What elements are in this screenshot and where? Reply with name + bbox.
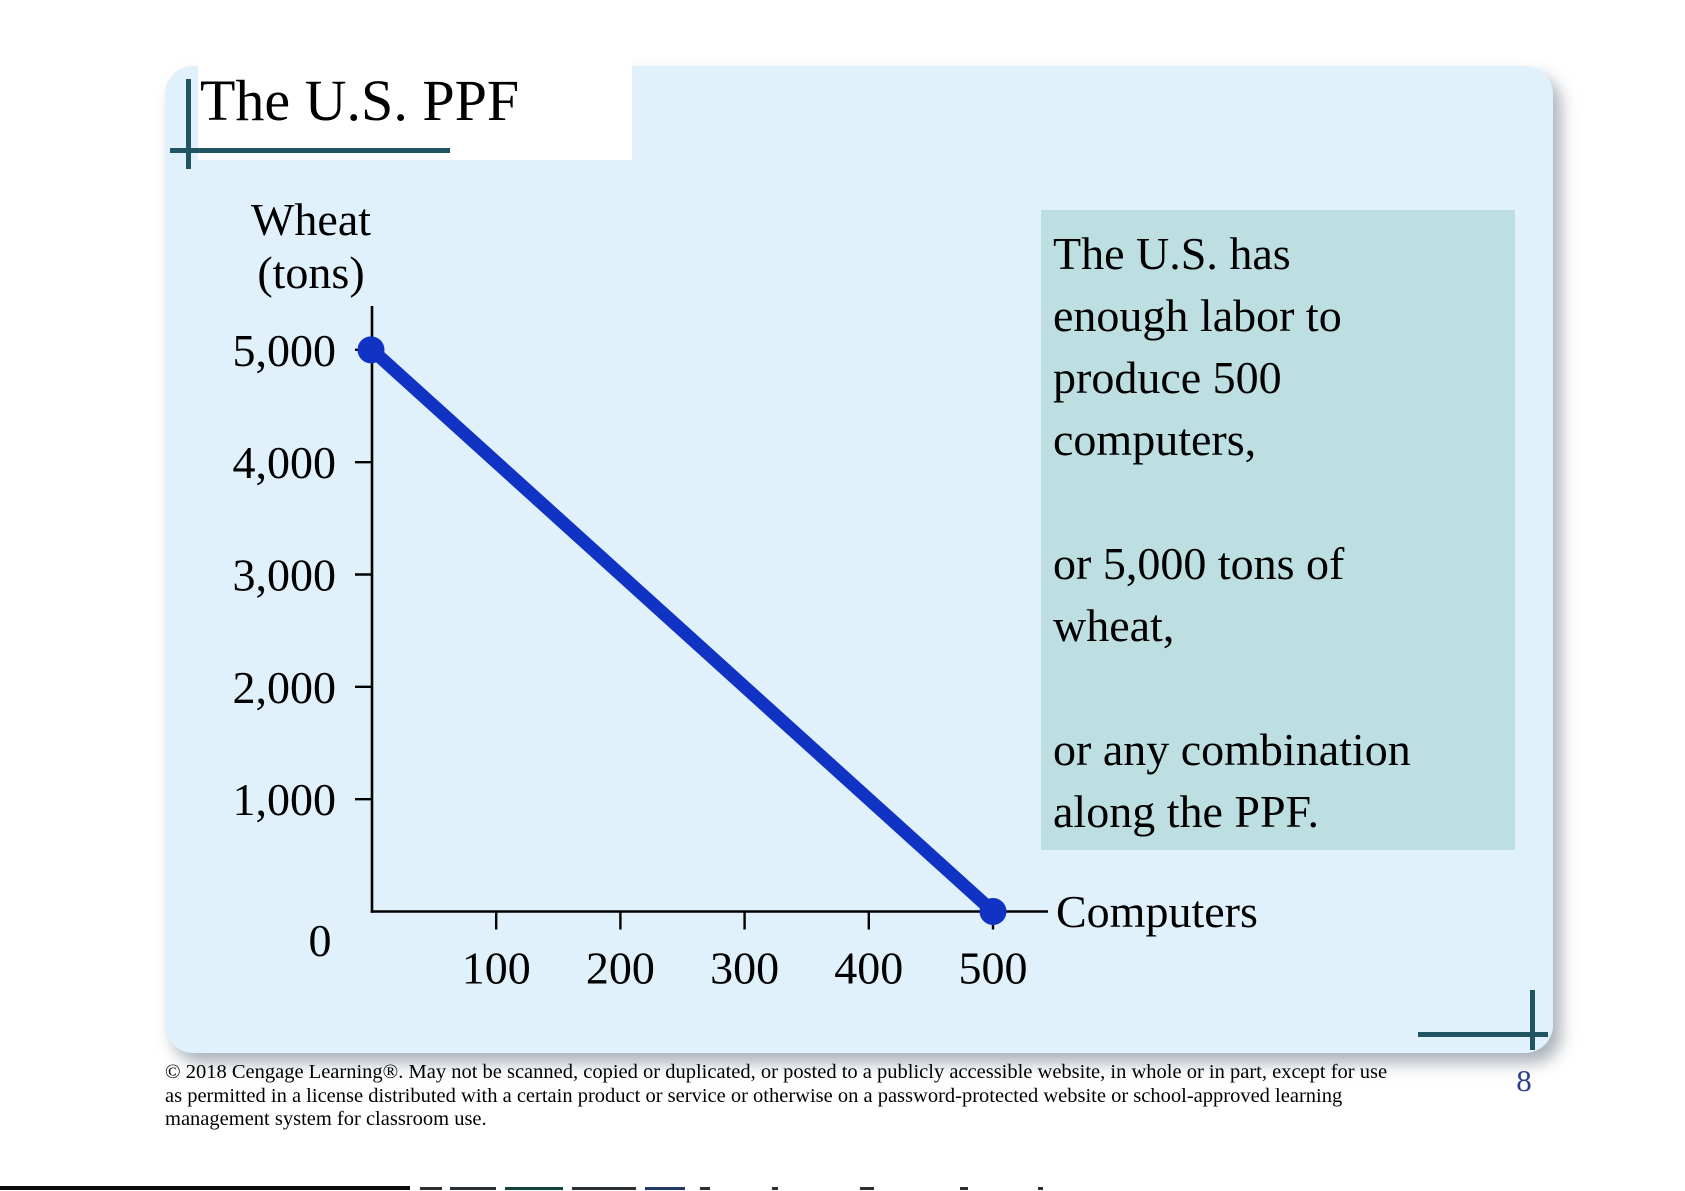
y-axis-title-line2: (tons) [257,247,365,298]
annotation-line: enough labor to [1053,290,1342,341]
copyright-line: management system for classroom use. [165,1108,487,1130]
footer-accent-horizontal-line [1418,1032,1548,1037]
clipped-next-content-strip [0,1185,1685,1191]
annotation-paragraph: The U.S. has enough labor to produce 500 co… [1053,223,1505,471]
annotation-line: The U.S. has [1053,228,1291,279]
copyright-notice: © 2018 Cengage Learning®. May not be sca… [165,1061,1435,1132]
page-title: The U.S. PPF [200,68,520,133]
title-background-block [198,0,632,160]
y-axis-title: Wheat (tons) [225,193,397,299]
x-axis-title: Computers [1056,886,1258,937]
annotation-line: or 5,000 tons of [1053,538,1345,589]
title-accent-underline [170,148,450,153]
copyright-line: © 2018 Cengage Learning®. May not be sca… [165,1061,1388,1083]
title-accent-vertical-line [186,79,191,169]
annotation-line: produce 500 [1053,352,1282,403]
annotation-paragraph: or any combination along the PPF. [1053,719,1505,843]
annotation-paragraph: or 5,000 tons of wheat, [1053,533,1505,657]
annotation-line: computers, [1053,414,1257,465]
annotation-text-box: The U.S. has enough labor to produce 500 co… [1041,210,1515,850]
copyright-line: as permitted in a license distributed wi… [165,1084,1343,1107]
footer-accent-vertical-line [1530,990,1535,1050]
page-number: 8 [1516,1063,1532,1098]
y-axis-title-line1: Wheat [250,194,372,245]
annotation-line: along the PPF. [1053,786,1319,837]
annotation-line: wheat, [1053,600,1175,651]
annotation-line: or any combination [1053,724,1411,775]
